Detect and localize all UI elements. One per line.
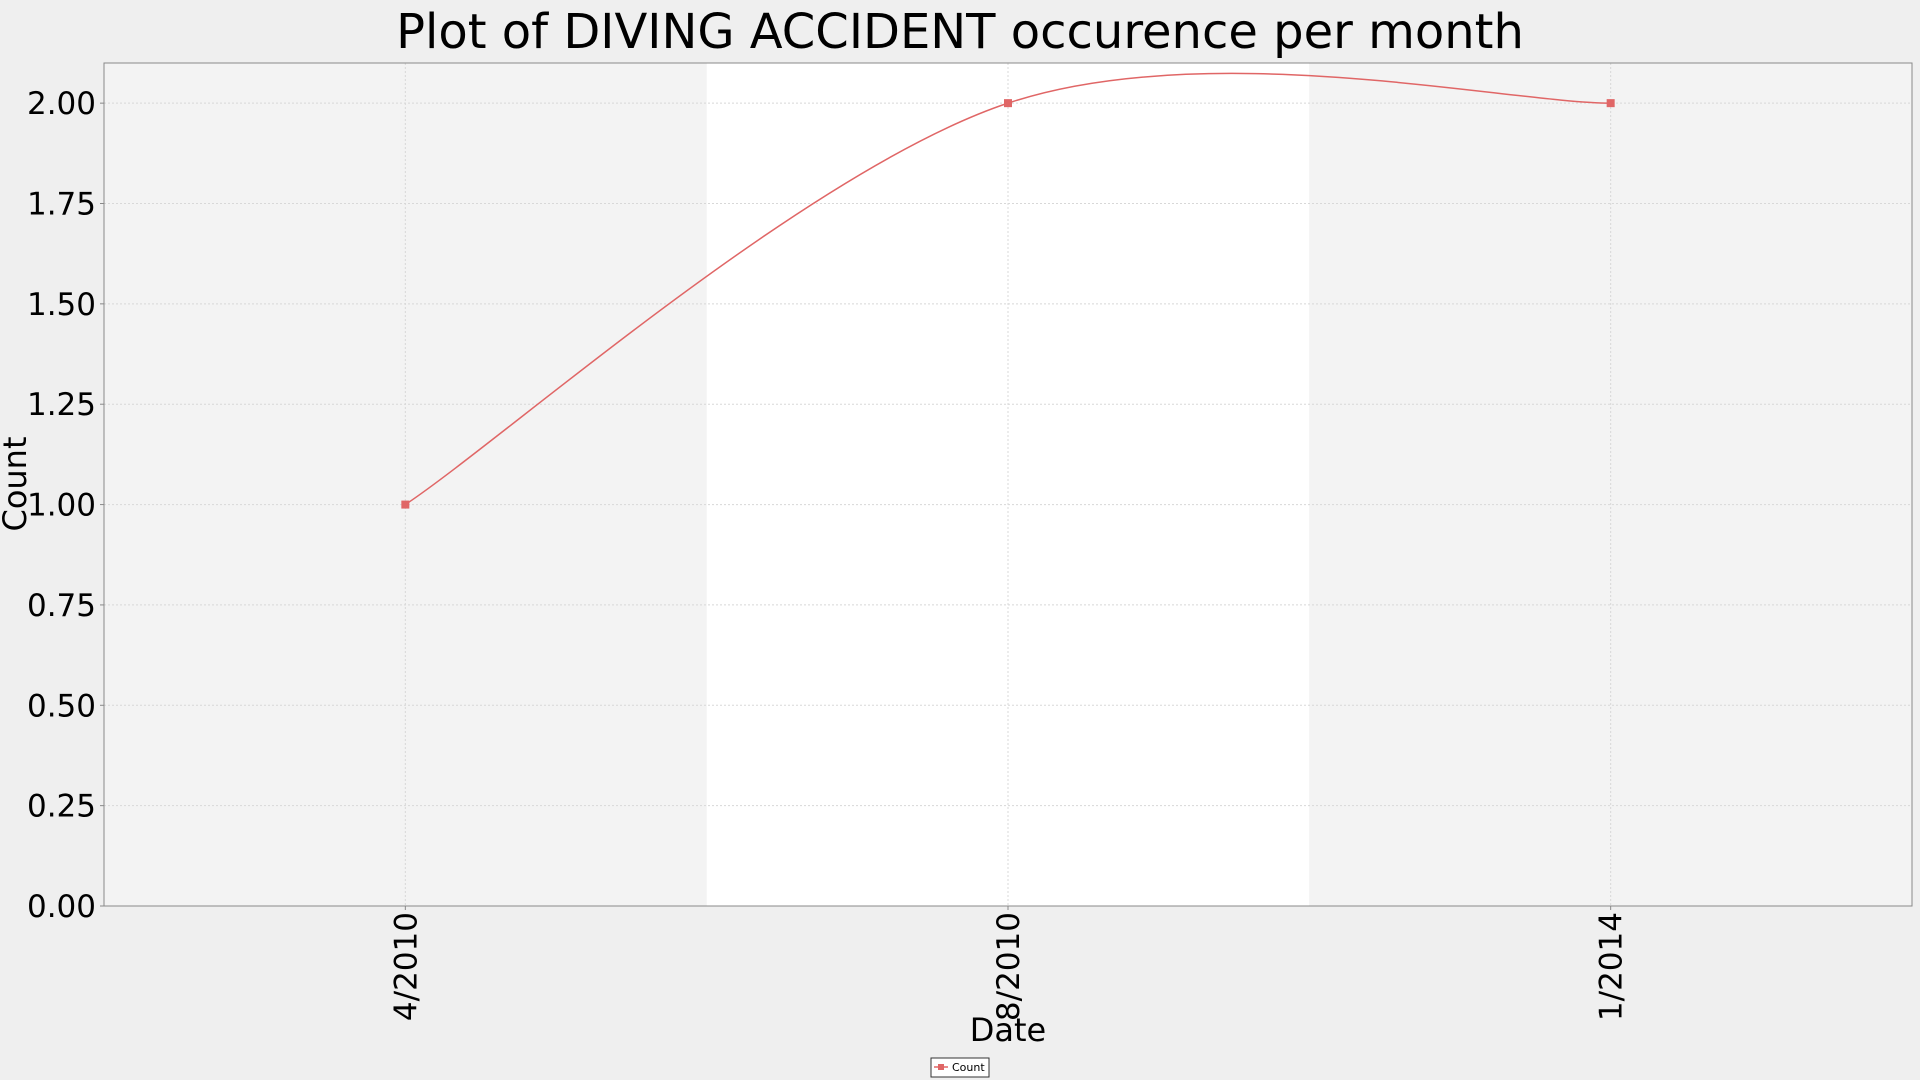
y-tick-label: 1.00: [27, 488, 96, 524]
y-tick-label: 1.50: [27, 287, 96, 323]
x-tick-label: 1/2014: [1594, 912, 1630, 1021]
y-axis-label: Count: [0, 436, 34, 531]
data-point: [401, 501, 409, 509]
x-tick-label: 8/2010: [991, 912, 1027, 1021]
x-axis-label: Date: [970, 1011, 1046, 1049]
x-tick-label: 4/2010: [388, 912, 424, 1021]
y-axis-ticks: 0.00 0.25 0.50 0.75 1.00 1.25 1.50 1.75 2.00: [27, 86, 104, 925]
chart-title: Plot of DIVING ACCIDENT occurence per mo…: [396, 4, 1524, 60]
y-tick-label: 0.75: [27, 588, 96, 624]
y-tick-label: 2.00: [27, 86, 96, 122]
y-tick-label: 0.25: [27, 789, 96, 825]
y-tick-label: 0.50: [27, 688, 96, 724]
legend-marker: [938, 1064, 944, 1070]
data-point: [1004, 99, 1012, 107]
y-tick-label: 1.25: [27, 387, 96, 423]
x-axis-ticks: 4/2010 8/2010 1/2014: [388, 906, 1629, 1021]
data-point: [1607, 99, 1615, 107]
legend-label: Count: [952, 1061, 985, 1074]
legend: Count: [931, 1058, 989, 1077]
y-tick-label: 1.75: [27, 187, 96, 223]
y-tick-label: 0.00: [27, 889, 96, 925]
